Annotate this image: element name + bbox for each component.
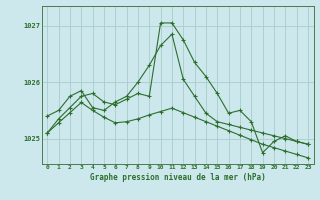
X-axis label: Graphe pression niveau de la mer (hPa): Graphe pression niveau de la mer (hPa) xyxy=(90,173,266,182)
